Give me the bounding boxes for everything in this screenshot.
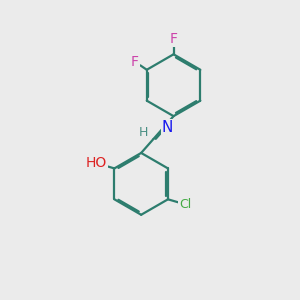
Text: HO: HO bbox=[85, 156, 106, 170]
Text: F: F bbox=[130, 55, 138, 68]
Text: N: N bbox=[162, 120, 173, 135]
Text: H: H bbox=[139, 126, 148, 139]
Text: Cl: Cl bbox=[179, 198, 191, 211]
Text: F: F bbox=[169, 32, 178, 46]
